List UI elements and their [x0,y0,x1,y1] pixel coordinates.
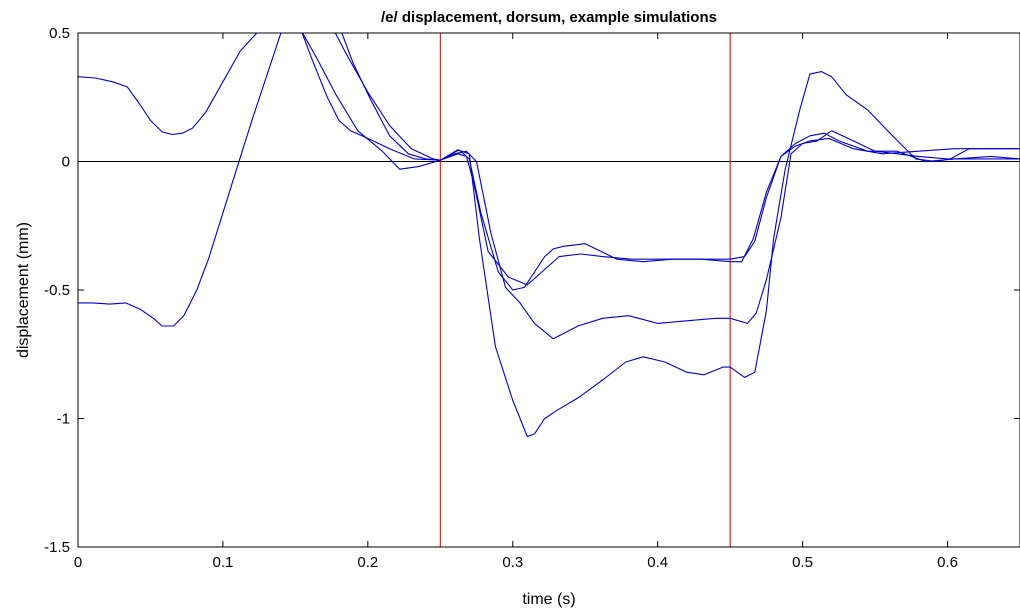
y-tick-label: -1.5 [44,539,70,556]
y-tick-label: -0.5 [44,282,70,299]
data-series [78,33,1020,438]
x-tick-label: 0 [74,554,82,571]
y-tick-label: -1 [57,411,70,428]
x-tick-label: 0.2 [357,554,378,571]
series-line-2 [78,33,1020,340]
y-tick-label: 0 [62,154,70,171]
y-tick-label: 0.5 [49,25,70,42]
series-line-4 [341,33,1020,438]
x-tick-label: 0.4 [647,554,668,571]
plot-area: 0 0.1 0.2 0.3 0.4 0.5 0.6 0.5 0 -0.5 -1 -1.5 [44,25,1020,571]
y-axis-label: displacement (mm) [15,222,32,358]
x-axis-label: time (s) [522,591,575,608]
series-line-1 [78,33,1020,286]
x-tick-label: 0.5 [792,554,813,571]
x-tick-label: 0.3 [502,554,523,571]
reference-lines [78,33,1020,547]
x-tick-label: 0.1 [212,554,233,571]
x-axis-ticks: 0 0.1 0.2 0.3 0.4 0.5 0.6 [74,33,958,571]
y-axis-ticks: 0.5 0 -0.5 -1 -1.5 [44,25,1020,556]
chart-title: /e/ displacement, dorsum, example simula… [381,9,717,26]
x-tick-label: 0.6 [937,554,958,571]
